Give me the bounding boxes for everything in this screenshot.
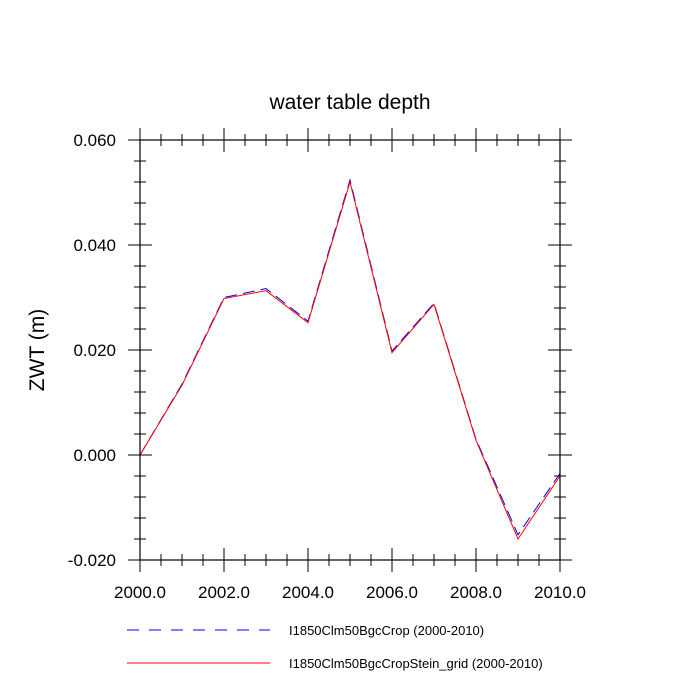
y-axis-label: ZWT (m) <box>26 309 49 391</box>
legend: I1850Clm50BgcCrop (2000-2010) I1850Clm50B… <box>127 623 543 671</box>
legend-label-2: I1850Clm50BgcCropStein_grid (2000-2010) <box>289 656 543 671</box>
x-tick-label: 2008.0 <box>450 583 502 602</box>
y-tick-label: 0.020 <box>73 341 116 360</box>
x-tick-label: 2006.0 <box>366 583 418 602</box>
series-line-1 <box>139 177 561 536</box>
x-tick-label: 2002.0 <box>198 583 250 602</box>
x-tick-label: 2000.0 <box>114 583 166 602</box>
series-line-2 <box>139 180 561 541</box>
x-tick-label: 2010.0 <box>534 583 586 602</box>
y-tick-label: -0.020 <box>68 551 116 570</box>
y-tick-label: 0.000 <box>73 446 116 465</box>
y-tick-label: 0.040 <box>73 236 116 255</box>
x-tick-label: 2004.0 <box>282 583 334 602</box>
chart-title: water table depth <box>268 91 430 114</box>
series-lines <box>139 177 561 541</box>
plot-frame <box>139 139 561 561</box>
legend-label-1: I1850Clm50BgcCrop (2000-2010) <box>289 623 484 638</box>
y-tick-label: 0.060 <box>73 131 116 150</box>
tick-labels: 2000.0 2002.0 2004.0 2006.0 2008.0 2010.0 -0.0… <box>68 131 586 602</box>
axis-ticks <box>128 128 572 572</box>
